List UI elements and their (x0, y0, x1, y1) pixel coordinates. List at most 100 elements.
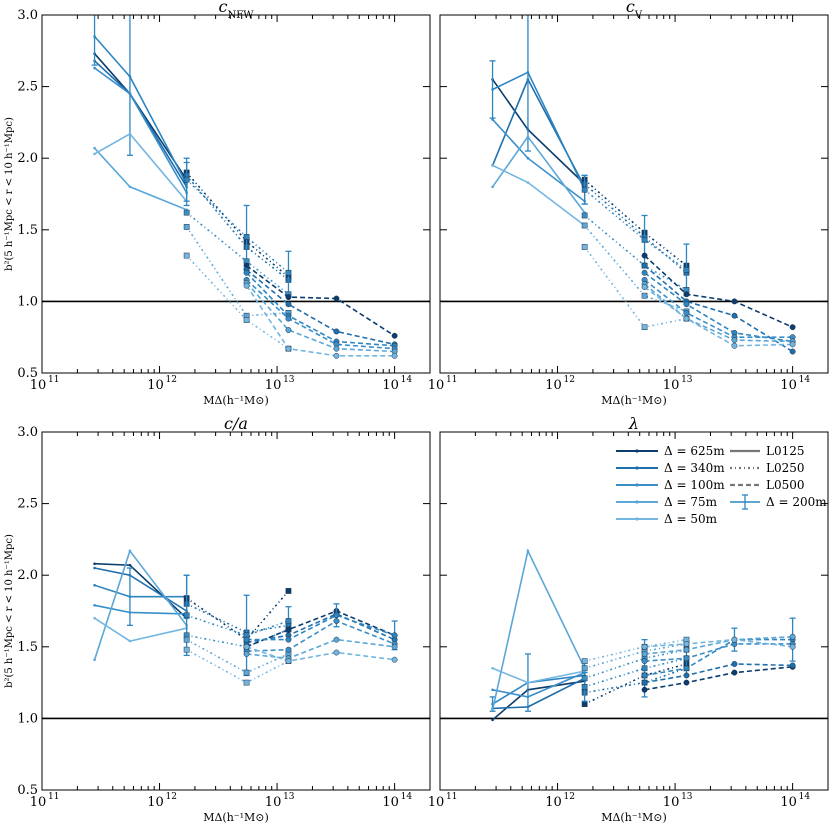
data-point (683, 267, 690, 273)
data-point (731, 661, 738, 667)
series-line (246, 279, 395, 350)
series-line (246, 614, 395, 641)
data-point (641, 643, 648, 650)
x-tick-label: 10 (545, 795, 562, 810)
series-line (492, 680, 585, 721)
data-point (526, 70, 530, 74)
data-point (683, 655, 690, 662)
data-point (526, 695, 530, 699)
data-point (641, 262, 648, 269)
series-line (584, 663, 687, 705)
data-point (731, 312, 738, 319)
data-point (683, 315, 690, 322)
series-line (644, 638, 793, 648)
x-axis-label: MΔ(h⁻¹M⊙) (203, 394, 269, 407)
data-point (333, 618, 340, 624)
legend-marker (635, 500, 639, 504)
series-line (644, 643, 793, 662)
series-line (583, 224, 687, 313)
data-point (526, 681, 530, 684)
data-point (93, 566, 96, 570)
legend-label: Δ = 625m (664, 444, 725, 458)
data-point (183, 646, 190, 653)
data-point (333, 345, 340, 352)
data-point (93, 616, 96, 620)
y-tick-label: 0.5 (17, 366, 38, 381)
x-tick-label: 10 (30, 795, 47, 810)
series-line (644, 279, 793, 339)
x-tick-label-exponent: 11 (48, 792, 59, 802)
data-point (333, 352, 340, 359)
panels-group: 10 11 10 12 10 13 10 140.51.01.52.02.53.0 cNFWMΔ… (4, 0, 829, 824)
y-tick-label: 0.5 (17, 783, 38, 798)
legend-item: L0500 (730, 478, 805, 492)
data-point (243, 636, 250, 643)
x-axis-label: MΔ(h⁻¹M⊙) (601, 394, 667, 407)
data-point (243, 282, 250, 289)
data-layer (93, 549, 398, 686)
data-point (128, 611, 132, 614)
data-point (285, 315, 292, 322)
x-tick-label-exponent: 13 (681, 375, 693, 385)
series-line (246, 620, 395, 652)
data-point (641, 269, 648, 276)
series-line (246, 638, 395, 660)
data-point (183, 209, 190, 216)
legend-label: Δ = 340m (664, 461, 725, 475)
legend-marker (635, 466, 639, 470)
data-point (581, 701, 588, 707)
y-tick-label: 2.5 (17, 497, 38, 512)
data-point (128, 595, 132, 598)
series-line (186, 648, 289, 684)
data-point (93, 35, 96, 38)
series-line (644, 636, 793, 655)
data-point (93, 603, 96, 607)
series-line (584, 643, 687, 670)
series-line (246, 646, 395, 662)
data-point (641, 679, 648, 686)
data-point (789, 324, 796, 331)
data-point (683, 291, 690, 298)
legend-item: Δ = 100m (616, 478, 725, 492)
data-point (683, 679, 690, 686)
y-tick-label: 1.5 (17, 640, 38, 655)
data-point (285, 636, 292, 643)
data-point (641, 292, 648, 299)
data-point (93, 152, 96, 156)
data-point (391, 332, 398, 339)
data-point (683, 646, 690, 653)
data-point (641, 672, 648, 679)
data-point (285, 626, 292, 633)
data-point (183, 252, 190, 259)
series-line (185, 226, 289, 317)
x-axis-label: MΔ(h⁻¹M⊙) (203, 811, 269, 824)
data-point (641, 284, 648, 291)
legend: Δ = 625m Δ = 340m Δ = 100m Δ = 75m Δ = 50m L0… (616, 444, 827, 526)
x-tick-label-exponent: 14 (799, 792, 811, 802)
data-point (128, 549, 132, 553)
x-axis-label: MΔ(h⁻¹M⊙) (601, 811, 667, 824)
y-axis-label: b²(5 h⁻¹Mpc < r < 10 h⁻¹Mpc) (4, 117, 15, 271)
x-tick-label-exponent: 11 (446, 375, 457, 385)
y-tick-label: 1.5 (17, 223, 38, 238)
legend-item: L0125 (730, 444, 805, 458)
x-tick-label-exponent: 13 (283, 375, 295, 385)
data-point (285, 294, 292, 301)
x-tick-label: 10 (428, 795, 445, 810)
data-point (243, 234, 250, 240)
x-tick-label: 10 (147, 378, 164, 393)
data-point (183, 636, 190, 643)
data-point (285, 345, 292, 352)
data-point (93, 658, 96, 661)
series-line (584, 179, 687, 267)
x-tick-label: 10 (545, 378, 562, 393)
data-point (731, 342, 738, 349)
chart-panel-1: 10 11 10 12 10 13 10 140.51.01.52.02.53.0 cNFWMΔ… (4, 0, 431, 407)
x-tick-label-exponent: 13 (283, 792, 295, 802)
chart-panel-3: 10 11 10 12 10 13 10 140.51.01.52.02.53.0 c/aMΔ(… (4, 414, 431, 824)
series-line (644, 283, 793, 343)
y-tick-label: 3.0 (17, 8, 38, 23)
data-point (128, 639, 132, 643)
